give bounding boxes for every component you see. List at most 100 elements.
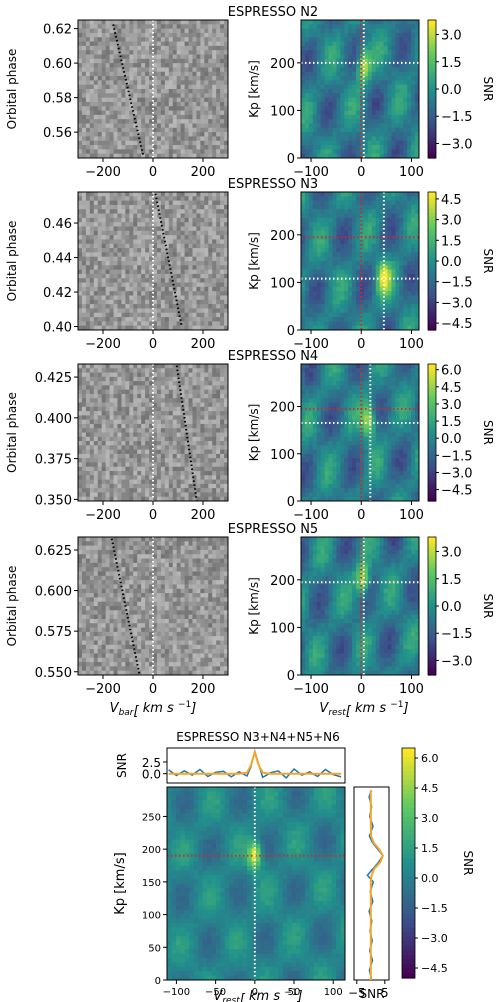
trail-cell <box>188 213 194 219</box>
snr-cell <box>308 24 314 30</box>
trail-cell <box>125 239 130 245</box>
trail-cell <box>176 84 182 90</box>
snr-cell <box>304 136 310 142</box>
trail-cell <box>192 372 198 378</box>
snr-cell <box>348 217 353 223</box>
snr-cell <box>304 304 310 310</box>
snr-cell <box>415 282 419 288</box>
snr-cell <box>383 239 389 245</box>
snr-cell <box>363 63 369 69</box>
trail-cell <box>125 127 130 133</box>
snr-cell <box>395 312 400 318</box>
trail-cell <box>200 217 205 223</box>
trail-cell <box>216 364 221 369</box>
trail-cell <box>113 93 119 99</box>
snr-cell <box>415 192 419 197</box>
trail-cell <box>204 325 209 330</box>
trail-cell <box>220 84 225 90</box>
trail-cell <box>81 145 87 150</box>
trail-cell <box>78 252 83 258</box>
trail-cell <box>224 406 228 412</box>
snr-cell <box>348 261 353 266</box>
trail-cell <box>141 213 146 219</box>
snr-cell <box>324 230 330 236</box>
snr-cell <box>320 114 326 120</box>
snr-cell <box>379 41 385 47</box>
trail-cell <box>196 114 201 120</box>
trail-cell <box>89 45 95 51</box>
snr-cell <box>383 153 389 158</box>
trail-cell <box>89 213 95 219</box>
snr-cell <box>332 54 337 60</box>
snr-cell <box>383 20 389 25</box>
trail-cell <box>137 243 142 249</box>
snr-cell <box>371 308 377 314</box>
trail-cell <box>97 364 103 369</box>
trail-cell <box>204 317 209 322</box>
trail-cell <box>117 89 123 94</box>
trail-cell <box>109 252 115 258</box>
snr-cell <box>360 32 365 38</box>
snr-cell <box>328 217 334 223</box>
snr-cell <box>375 93 381 99</box>
kp-vrest-map <box>301 192 419 330</box>
trail-cell <box>105 54 111 60</box>
trail-cell <box>129 299 134 305</box>
trail-cell <box>180 273 186 279</box>
trail-cell <box>117 308 123 314</box>
trail-cell <box>89 145 95 150</box>
snr-cell <box>301 123 306 129</box>
trail-cell <box>164 393 170 399</box>
trail-cell <box>81 132 87 138</box>
snr-cell <box>399 291 404 297</box>
snr-cell <box>348 196 353 202</box>
trail-cell <box>121 67 126 73</box>
trail-cell <box>129 291 134 297</box>
snr-cell <box>367 119 373 125</box>
trail-cell <box>105 204 111 210</box>
trail-cell <box>141 321 146 327</box>
trail-cell <box>145 67 150 73</box>
snr-cell <box>411 278 416 284</box>
snr-cell <box>352 123 357 129</box>
trail-cell <box>93 114 99 120</box>
snr-cell <box>304 269 310 275</box>
trail-cell <box>105 304 111 310</box>
trail-cell <box>224 32 228 38</box>
trail-cell <box>212 45 217 51</box>
trail-cell <box>216 317 221 322</box>
trail-cell <box>164 239 170 245</box>
snr-cell <box>399 200 404 206</box>
trail-cell <box>153 299 158 305</box>
trail-cell <box>200 385 205 391</box>
snr-cell <box>371 317 377 322</box>
snr-cell <box>316 140 322 146</box>
snr-cell <box>375 312 381 318</box>
trail-cell <box>160 364 166 369</box>
trail-cell <box>81 32 87 38</box>
snr-cell <box>336 123 341 129</box>
trail-cell <box>149 213 154 219</box>
trail-cell <box>78 58 83 64</box>
trail-cell <box>141 317 146 322</box>
snr-cell <box>407 295 412 301</box>
trail-cell <box>141 261 146 266</box>
trail-cell <box>200 89 205 94</box>
trail-cell <box>196 376 201 382</box>
snr-cell <box>352 265 357 271</box>
trail-cell <box>220 411 225 416</box>
snr-cell <box>312 145 318 150</box>
trail-cell <box>133 252 138 258</box>
snr-cell <box>340 67 345 73</box>
trail-cell <box>160 252 166 258</box>
snr-cell <box>324 269 330 275</box>
trail-cell <box>89 398 95 404</box>
trail-cell <box>160 299 166 305</box>
trail-cell <box>212 308 217 314</box>
trail-cell <box>97 252 103 258</box>
trail-cell <box>208 256 213 262</box>
trail-cell <box>168 58 174 64</box>
snr-cell <box>344 278 349 284</box>
trail-cell <box>81 24 87 30</box>
snr-cell <box>352 114 357 120</box>
